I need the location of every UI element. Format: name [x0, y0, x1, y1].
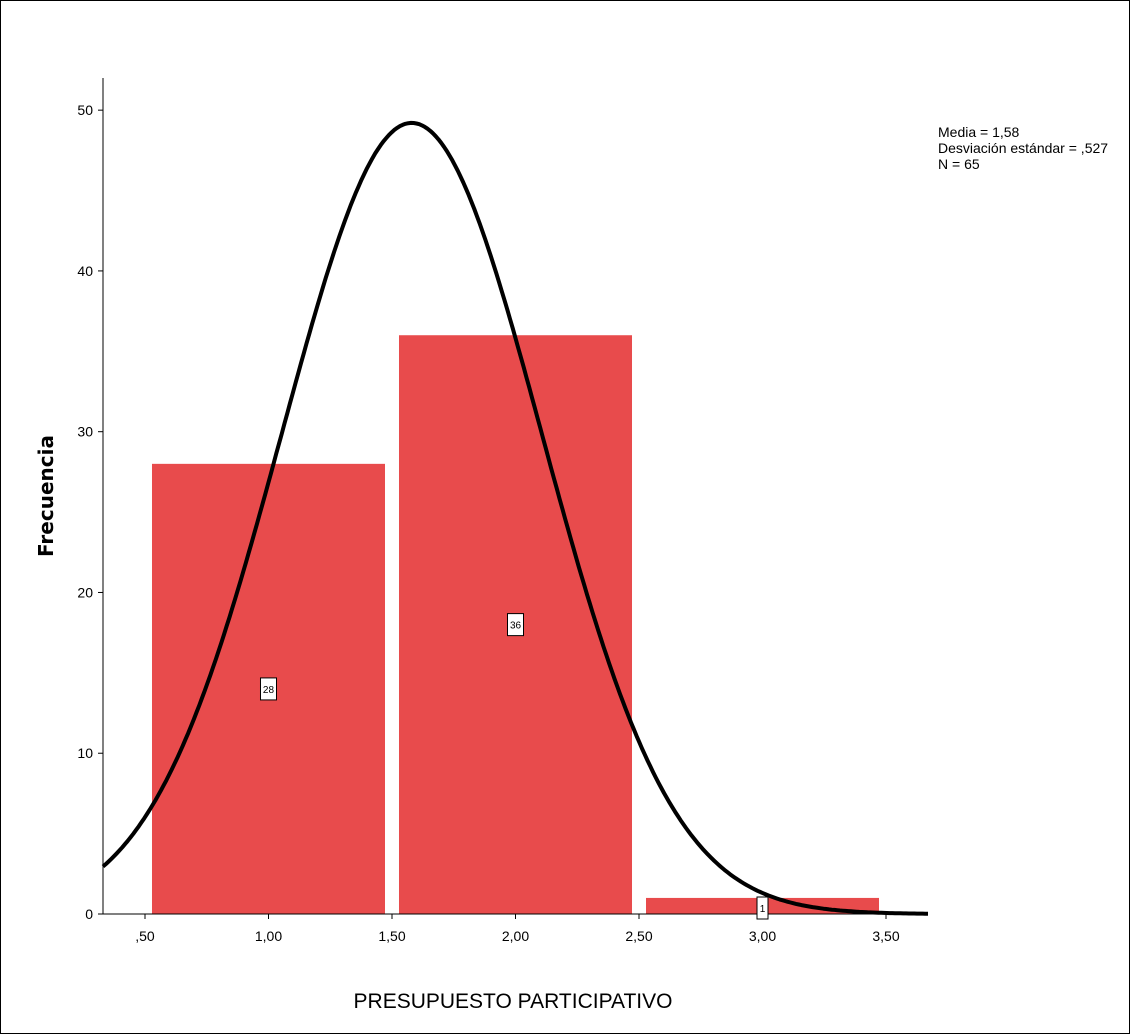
data-label: 28	[263, 685, 275, 696]
y-tick-label: 0	[85, 906, 93, 922]
data-label: 1	[760, 904, 766, 915]
y-axis-title: Frecuencia	[34, 435, 58, 557]
normal-curve-group	[101, 120, 928, 916]
y-tick-label: 50	[77, 102, 93, 118]
stat-mean: Media = 1,58	[938, 124, 1020, 140]
x-axis-title: PRESUPUESTO PARTICIPATIVO	[354, 990, 673, 1013]
y-tick-label: 20	[77, 584, 93, 600]
x-tick-label: 3,50	[872, 928, 899, 944]
data-label-box	[259, 677, 277, 701]
y-ticks-group: 0 10 20 30 40 50	[77, 102, 103, 922]
normal-curve	[101, 120, 928, 916]
data-label-box	[756, 896, 769, 920]
x-ticks-group: ,50 1,00 1,50 2,00 2,50 3,00 3,50	[135, 914, 900, 944]
x-tick-label: 3,00	[749, 928, 776, 944]
x-tick-label: 2,50	[625, 928, 652, 944]
data-label-box	[507, 613, 524, 637]
stat-stddev: Desviación estándar = ,527	[938, 140, 1108, 156]
y-tick-label: 10	[77, 745, 93, 761]
stats-box: Media = 1,58 Desviación estándar = ,527 …	[938, 124, 1108, 172]
data-labels-group: 28 36 1	[259, 613, 769, 920]
y-tick-label: 30	[77, 424, 93, 440]
data-label: 36	[510, 621, 522, 632]
x-tick-label: ,50	[135, 928, 155, 944]
x-tick-label: 1,50	[378, 928, 405, 944]
y-tick-label: 40	[77, 263, 93, 279]
bars-group	[151, 335, 880, 914]
x-tick-label: 2,00	[502, 928, 529, 944]
stat-n: N = 65	[938, 156, 980, 172]
x-tick-label: 1,00	[255, 928, 282, 944]
